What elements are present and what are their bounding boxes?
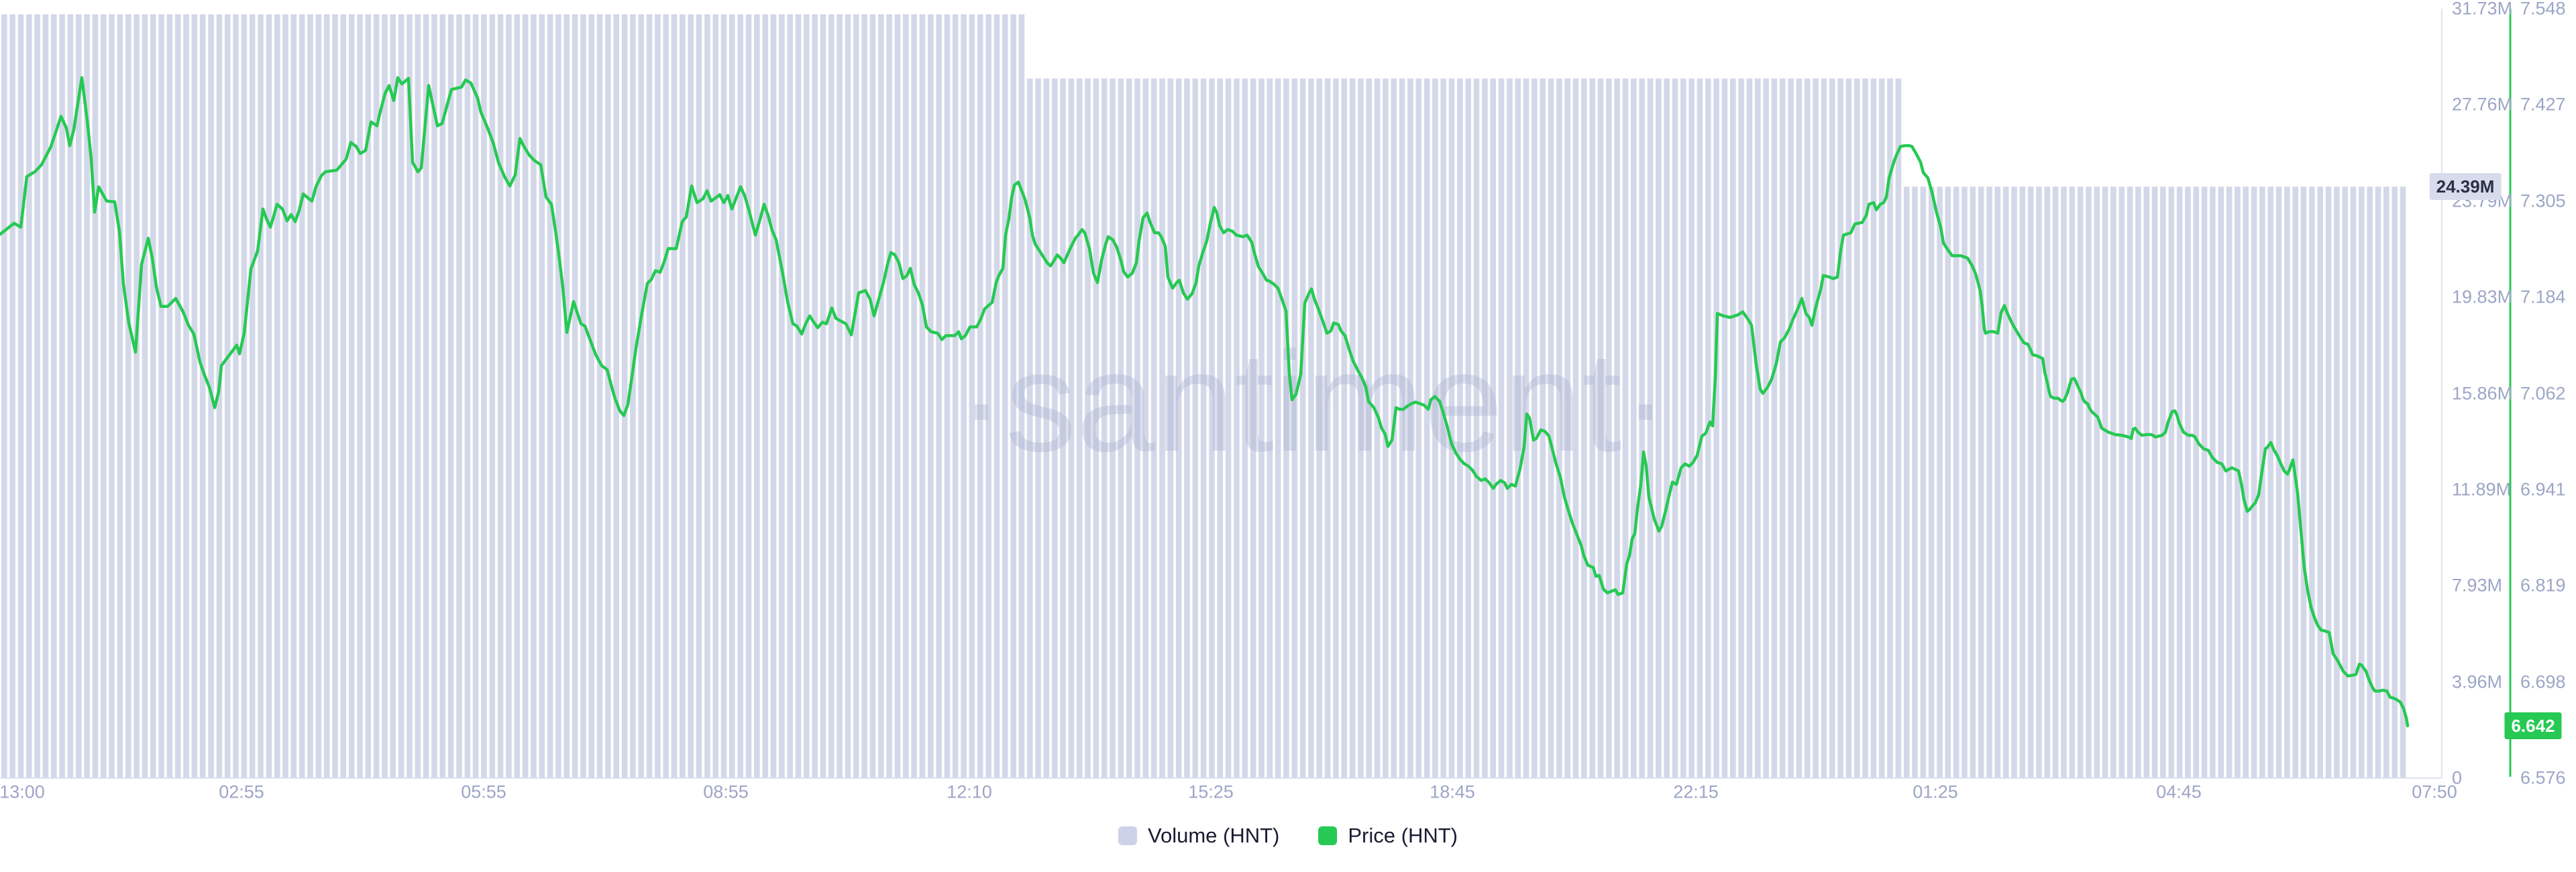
time-axis-tick: 15:25 xyxy=(1188,781,1234,802)
price-axis-tick: 7.305 xyxy=(2520,190,2566,211)
price-axis-tick: 6.576 xyxy=(2520,767,2566,788)
volume-swatch-icon xyxy=(1118,826,1137,845)
price-current-badge: 6.642 xyxy=(2504,712,2562,740)
volume-axis-tick: 27.76M xyxy=(2452,94,2513,115)
price-swatch-icon xyxy=(1318,826,1338,845)
volume-axis-tick: 11.89M xyxy=(2452,479,2512,500)
time-axis-tick: 12:10 xyxy=(947,781,992,802)
time-axis-tick: 05:55 xyxy=(461,781,506,802)
volume-axis-tick: 15.86M xyxy=(2452,383,2513,403)
price-axis-tick: 7.062 xyxy=(2520,383,2566,403)
time-axis-tick: 02:55 xyxy=(219,781,264,802)
time-axis-tick: 22:15 xyxy=(1673,781,1719,802)
time-axis-tick: 18:45 xyxy=(1430,781,1475,802)
volume-axis-tick: 3.96M xyxy=(2452,671,2503,692)
price-axis-tick: 6.819 xyxy=(2520,575,2566,596)
legend-label-price: Price (HNT) xyxy=(1348,824,1458,847)
price-line xyxy=(0,76,2410,728)
volume-axis-tick: 31.73M xyxy=(2452,0,2513,19)
volume-bars xyxy=(1,14,2406,778)
legend-item-price[interactable]: Price (HNT) xyxy=(1318,824,1458,848)
volume-axis-tick: 0 xyxy=(2452,767,2463,788)
legend-item-volume[interactable]: Volume (HNT) xyxy=(1118,824,1279,848)
time-axis-tick: 07:50 xyxy=(2412,781,2457,802)
time-axis-tick: 01:25 xyxy=(1913,781,1958,802)
volume-current-badge: 24.39M xyxy=(2429,173,2502,201)
price-axis-tick: 6.698 xyxy=(2520,671,2566,692)
time-axis-tick: 08:55 xyxy=(703,781,749,802)
santiment-watermark-icon: ·santiment· xyxy=(958,322,1669,481)
time-axis-tick: 04:45 xyxy=(2156,781,2202,802)
volume-axis-tick: 7.93M xyxy=(2452,575,2503,596)
volume-axis-tick: 19.83M xyxy=(2452,286,2513,307)
time-axis-tick: 13:00 xyxy=(0,781,45,802)
price-axis-tick: 7.427 xyxy=(2520,94,2566,115)
legend-label-volume: Volume (HNT) xyxy=(1148,824,1280,847)
price-axis-tick: 7.184 xyxy=(2520,286,2566,307)
price-axis-tick: 7.548 xyxy=(2520,0,2566,19)
legend: Volume (HNT) Price (HNT) xyxy=(0,824,2576,848)
volume-bar-path xyxy=(1,14,2406,778)
price-axis-tick: 6.941 xyxy=(2520,479,2566,500)
